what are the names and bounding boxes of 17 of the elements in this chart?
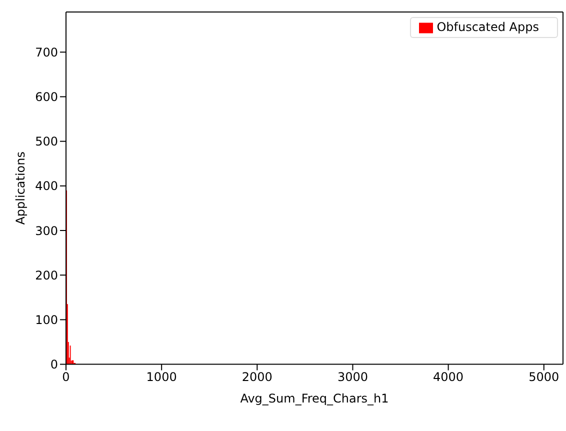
legend-label: Obfuscated Apps <box>436 20 539 34</box>
x-tick-label: 5000 <box>528 370 560 384</box>
y-tick-label: 700 <box>35 45 58 60</box>
y-tick-label: 300 <box>35 224 58 238</box>
y-tick-label: 100 <box>35 312 58 327</box>
x-tick-label: 0 <box>62 370 70 384</box>
y-axis-title: Applications <box>13 151 28 225</box>
x-tick-label: 3000 <box>337 370 368 384</box>
x-tick-label: 4000 <box>433 370 464 384</box>
y-tick-label: 600 <box>35 90 58 104</box>
x-tick-label: 1000 <box>146 370 177 384</box>
x-axis-title: Avg_Sum_Freq_Chars_h1 <box>240 391 389 406</box>
x-tick-label: 2000 <box>242 370 272 384</box>
y-tick-label: 200 <box>35 268 58 282</box>
y-tick-label: 500 <box>35 134 58 149</box>
y-tick-label: 400 <box>35 179 58 194</box>
y-tick-label: 0 <box>50 358 58 372</box>
